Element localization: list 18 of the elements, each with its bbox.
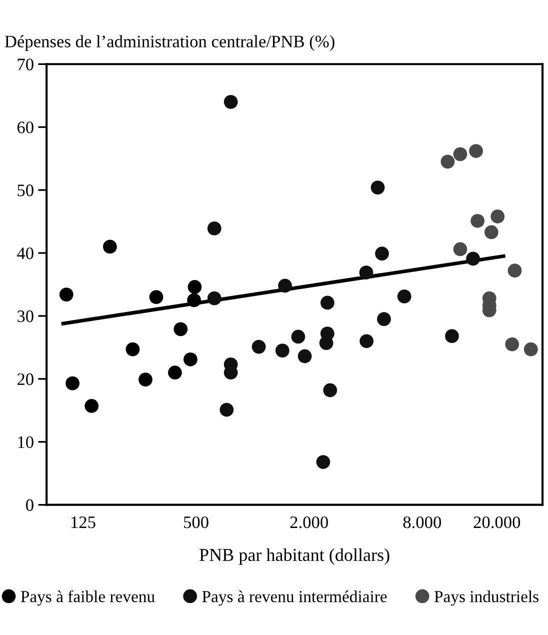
legend-label: Pays industriels bbox=[434, 590, 538, 606]
x-tick-label: 2.000 bbox=[290, 516, 328, 528]
y-tick-label: 20 bbox=[17, 373, 34, 386]
y-tick-label: 40 bbox=[17, 247, 34, 260]
legend-label: Pays à faible revenu bbox=[20, 590, 155, 606]
y-tick-label: 50 bbox=[18, 184, 34, 196]
x-tick-label: 500 bbox=[184, 516, 208, 528]
legend-label: Pays à revenu intermédiaire bbox=[202, 590, 387, 606]
x-tick-label: 125 bbox=[71, 516, 96, 528]
x-tick-label: 20.000 bbox=[474, 516, 520, 528]
y-tick-label: 0 bbox=[26, 499, 34, 512]
y-axis-title: Dépenses de l’administration centrale/PNB (%) bbox=[4, 35, 334, 51]
y-tick-label: 60 bbox=[17, 122, 34, 134]
y-tick-label: 10 bbox=[18, 436, 34, 448]
y-tick-label: 70 bbox=[18, 58, 34, 70]
y-tick-label: 30 bbox=[18, 310, 34, 322]
x-axis-title: PNB par habitant (dollars) bbox=[200, 548, 390, 565]
x-tick-label: 8.000 bbox=[403, 516, 442, 528]
